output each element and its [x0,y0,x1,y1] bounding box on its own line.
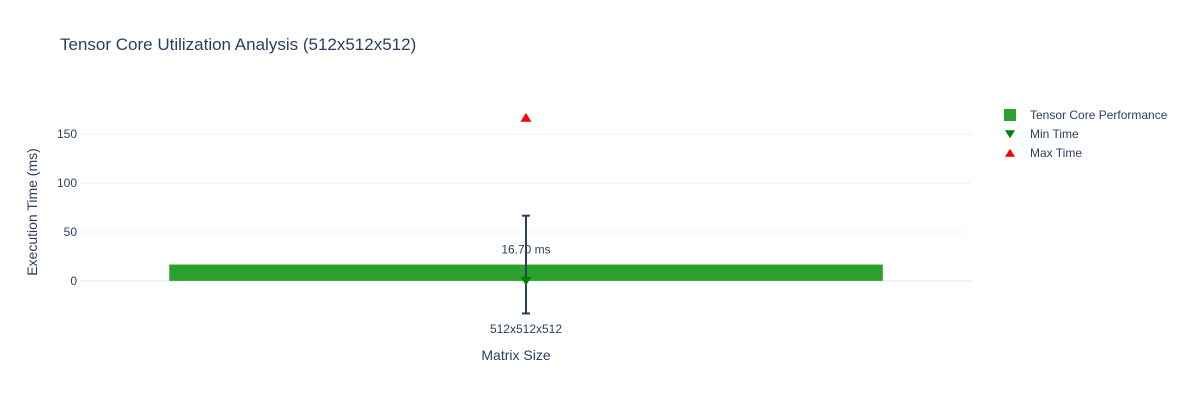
x-axis-ticks: 512x512x512 [490,322,562,336]
markers [520,112,532,286]
legend-label: Max Time [1030,146,1082,160]
data-labels: 16.70 ms [501,243,550,257]
legend-swatch [1004,109,1016,121]
y-tick-label: 100 [57,176,77,190]
legend-label: Tensor Core Performance [1030,108,1168,122]
triangle-down-icon [1005,130,1015,139]
x-tick-label: 512x512x512 [490,322,562,336]
legend-label: Min Time [1030,127,1079,141]
y-tick-label: 50 [64,225,78,239]
error-bar [522,214,530,315]
max-time-marker[interactable] [520,112,532,122]
y-tick-label: 0 [70,274,77,288]
chart-title: Tensor Core Utilization Analysis (512x51… [60,35,416,54]
triangle-up-icon [1005,148,1015,157]
legend: Tensor Core Performance Min Time Max Time [1004,108,1168,160]
legend-item[interactable]: Max Time [1005,146,1082,160]
y-axis-title: Execution Time (ms) [24,148,40,276]
x-axis-title: Matrix Size [481,347,550,363]
error-bars [522,214,530,315]
min-time-marker[interactable] [520,276,532,286]
legend-item[interactable]: Min Time [1005,127,1079,141]
bar-value-label: 16.70 ms [501,243,550,257]
legend-item[interactable]: Tensor Core Performance [1004,108,1168,122]
y-tick-label: 150 [57,127,77,141]
y-axis-ticks: 0 50 100 150 [57,127,77,288]
